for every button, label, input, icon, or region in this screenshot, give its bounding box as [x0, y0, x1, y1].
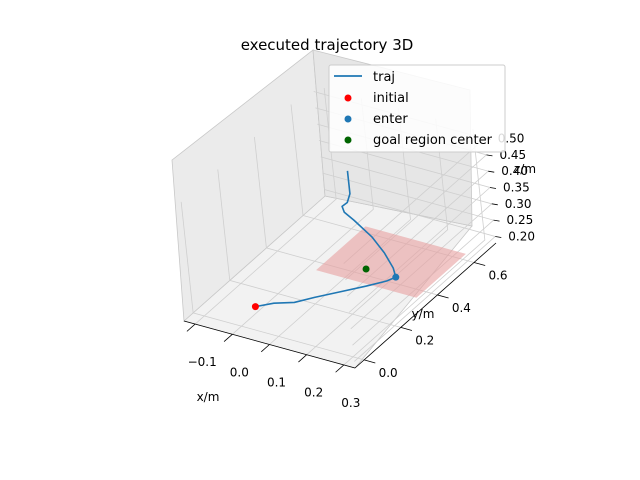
- x-tick-label-1: 0.0: [230, 365, 249, 379]
- z-tick-label-2: 0.30: [505, 197, 532, 211]
- enter-marker: [392, 273, 400, 281]
- z-tick-mark-0: [495, 236, 502, 238]
- y-tick-mark-3: [473, 262, 486, 266]
- y-grid-line-1: [217, 169, 401, 328]
- x-grid-line-0: [194, 88, 337, 325]
- y-tick-label-1: 0.2: [415, 333, 434, 347]
- y-grid-line-0: [180, 201, 365, 361]
- initial-marker: [251, 303, 259, 311]
- y-axis-label: y/m: [412, 307, 435, 321]
- x-tick-label-0: −0.1: [188, 355, 217, 369]
- y-tick-mark-0: [364, 359, 376, 364]
- z-tick-label-4: 0.40: [501, 164, 528, 178]
- z-tick-mark-5: [486, 154, 493, 157]
- y-tick-mark-2: [437, 294, 449, 299]
- y-tick-mark-1: [400, 327, 413, 331]
- x-tick-mark-4: [335, 364, 345, 373]
- z-tick-label-3: 0.35: [503, 181, 530, 195]
- z-tick-mark-2: [491, 203, 498, 206]
- legend-frame: [328, 64, 506, 153]
- legend-initial-swatch: [344, 94, 352, 102]
- x-grid-line-4: [343, 128, 486, 366]
- x-tick-mark-1: [223, 333, 233, 342]
- z-tick-label-0: 0.20: [508, 229, 535, 243]
- trajectory: [255, 170, 397, 308]
- legend-goal-swatch: [344, 136, 352, 144]
- traj-line-0: [255, 170, 397, 308]
- x-tick-mark-2: [260, 344, 270, 353]
- x-tick-mark-3: [298, 354, 307, 363]
- y-axis-line: [354, 242, 497, 369]
- goal-region-patch: [316, 226, 466, 298]
- point-markers: [251, 265, 400, 311]
- y-tick-label-3: 0.6: [488, 268, 507, 282]
- legend-initial-label: initial: [373, 91, 409, 106]
- y-tick-label-2: 0.4: [452, 301, 471, 315]
- legend-goal-label: goal region center: [373, 133, 493, 148]
- x-tick-label-4: 0.3: [341, 396, 360, 410]
- goal-region-center-marker: [362, 265, 370, 273]
- legend-enter-label: enter: [373, 112, 408, 127]
- z-tick-mark-1: [493, 219, 500, 222]
- z-axis-label: z/m: [514, 162, 536, 176]
- chart-title: executed trajectory 3D: [241, 36, 414, 54]
- y-tick-label-0: 0.0: [379, 366, 398, 380]
- legend-enter-swatch: [344, 115, 352, 123]
- x-tick-label-2: 0.1: [267, 376, 286, 390]
- goal-region: [316, 226, 466, 298]
- z-tick-mark-4: [488, 170, 495, 173]
- x-axis-label: x/m: [197, 390, 220, 404]
- z-tick-label-5: 0.45: [499, 148, 526, 162]
- legend-traj-label: traj: [373, 70, 395, 85]
- x-tick-mark-0: [186, 323, 196, 332]
- legend: traj initial enter goal region center: [328, 64, 506, 153]
- z-tick-label-1: 0.25: [507, 213, 534, 227]
- x-grid-line-3: [306, 118, 449, 356]
- z-tick-mark-3: [489, 187, 497, 189]
- x-axis-line: [183, 320, 356, 369]
- x-tick-label-3: 0.2: [304, 386, 323, 400]
